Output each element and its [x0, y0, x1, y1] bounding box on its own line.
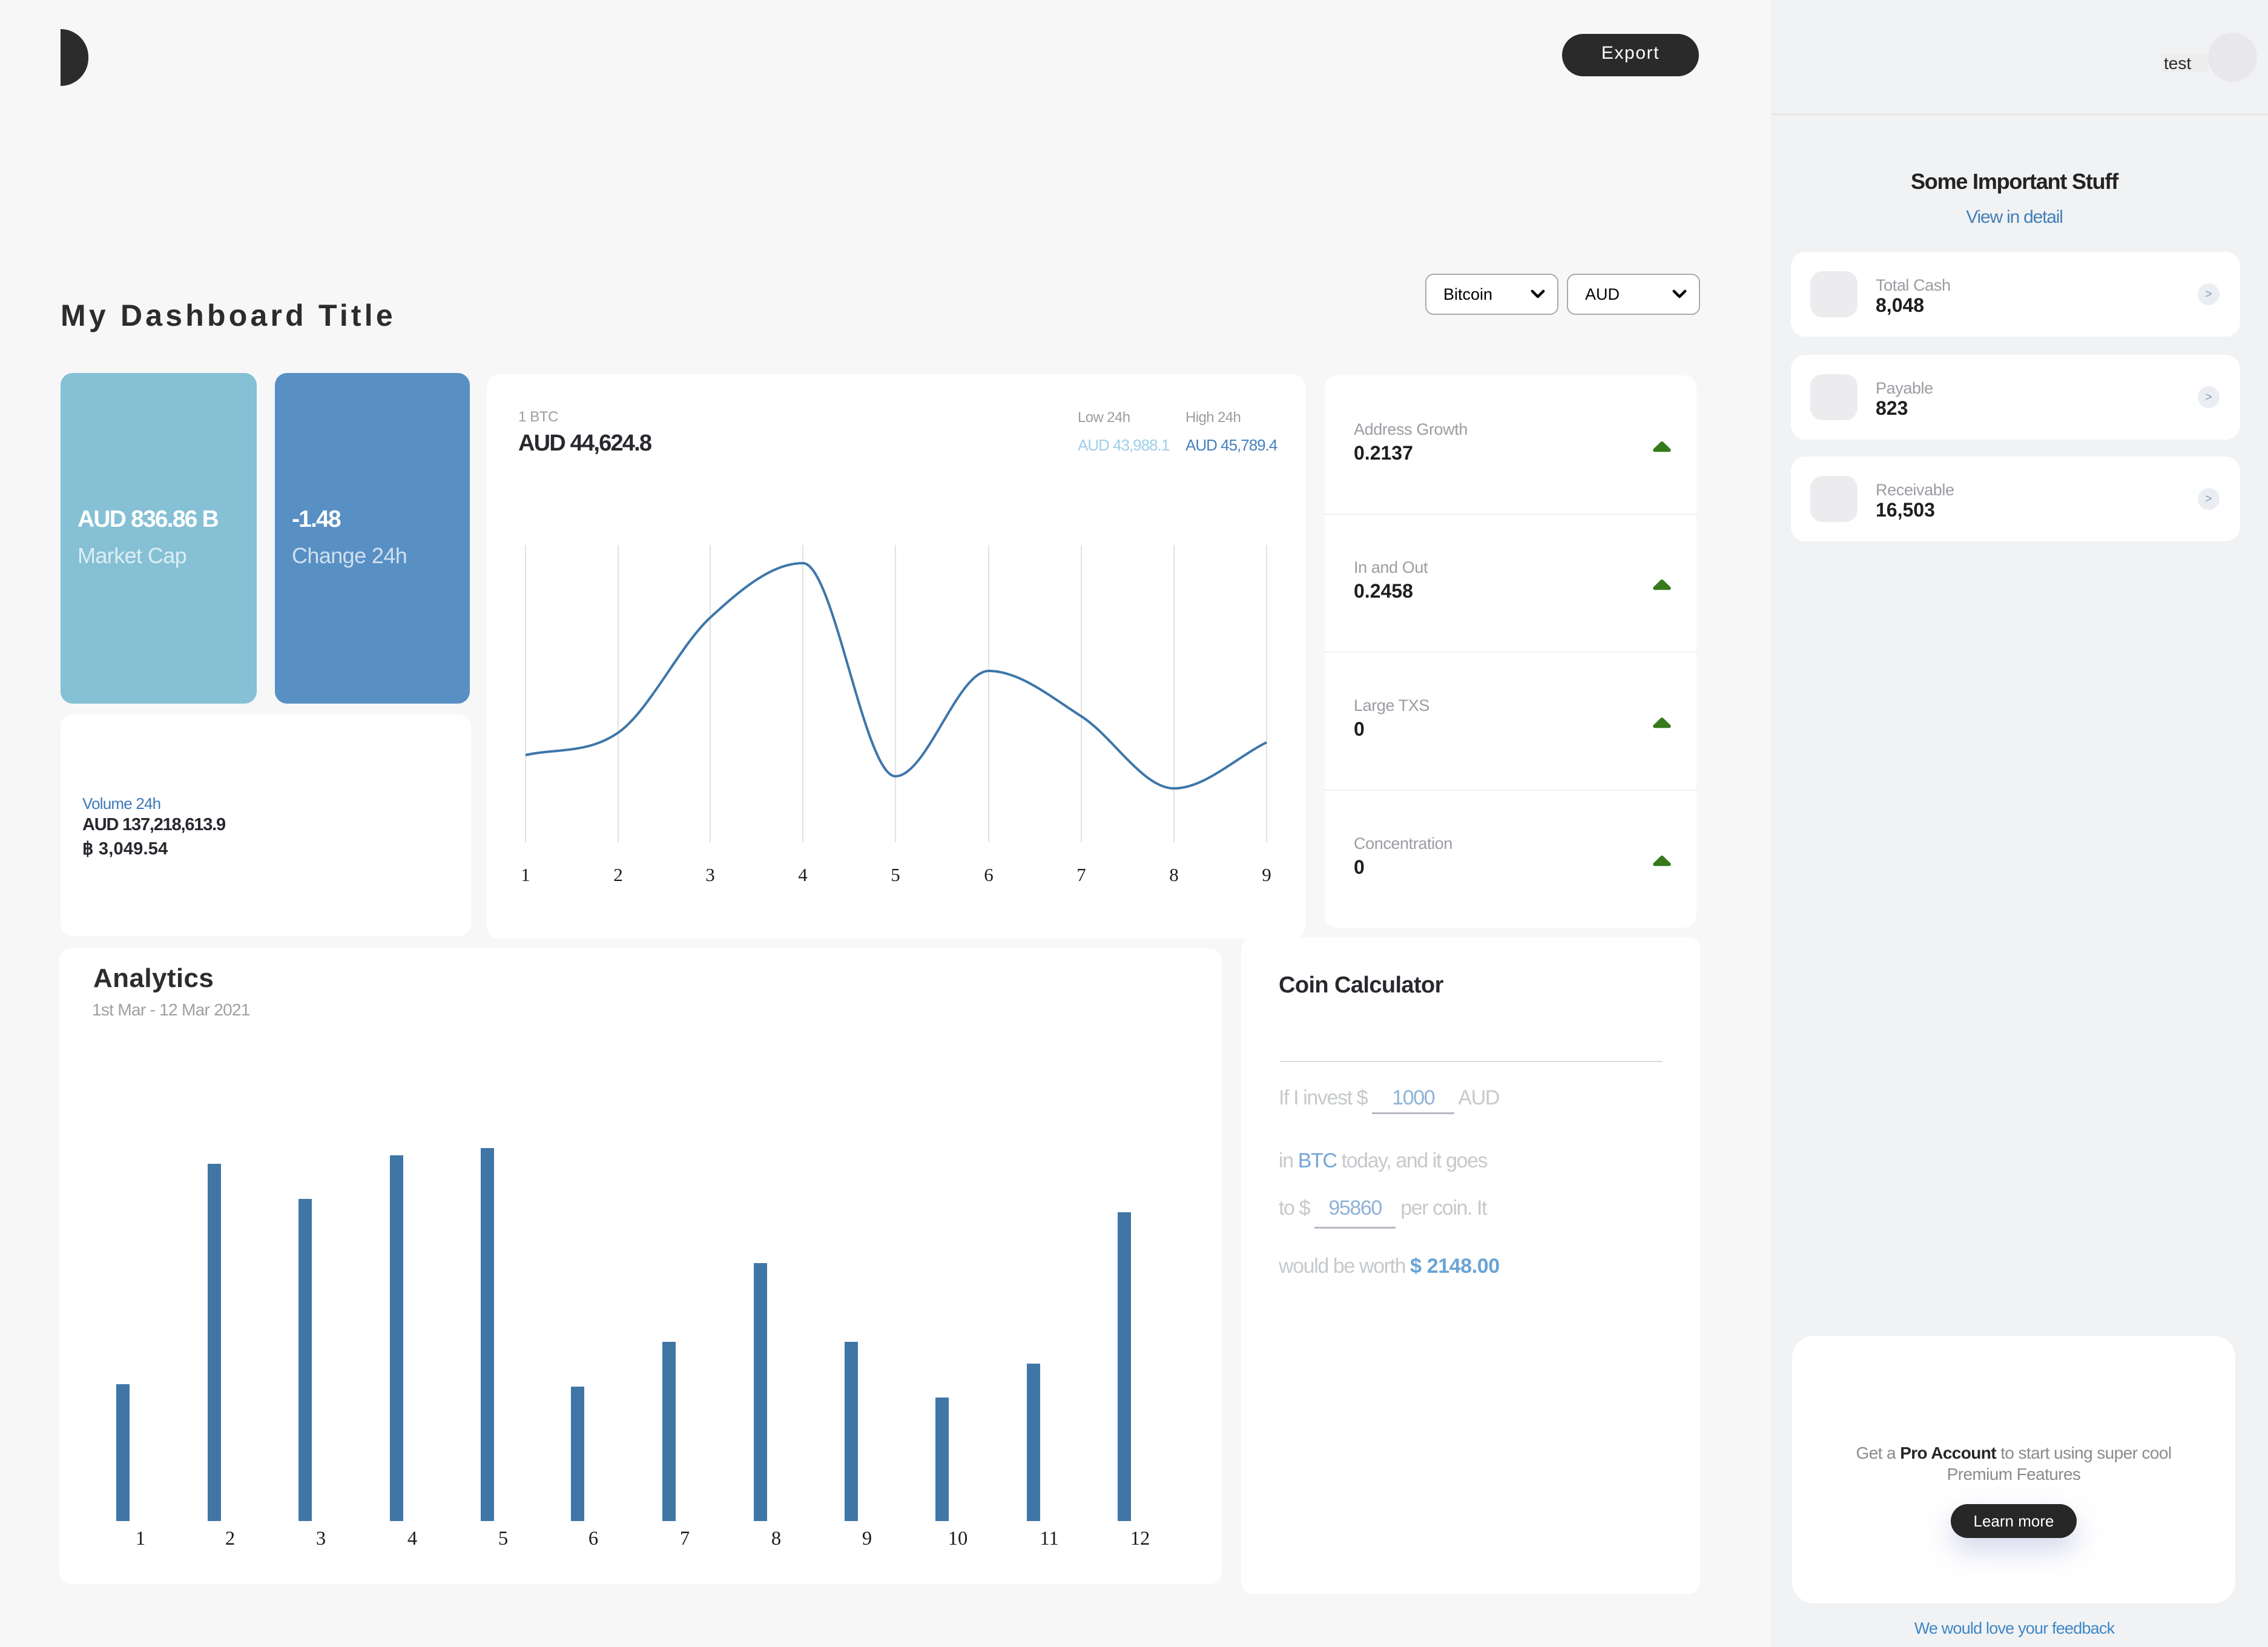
svg-text:3: 3	[705, 864, 715, 885]
svg-text:4: 4	[798, 864, 808, 885]
svg-text:1: 1	[136, 1528, 145, 1550]
svg-text:6: 6	[588, 1528, 598, 1550]
svg-text:5: 5	[498, 1528, 508, 1550]
svg-text:5: 5	[891, 864, 900, 885]
svg-text:9: 9	[862, 1528, 872, 1550]
svg-text:2: 2	[613, 864, 623, 885]
svg-text:3: 3	[316, 1528, 326, 1550]
svg-text:2: 2	[225, 1528, 235, 1550]
svg-text:8: 8	[1169, 864, 1179, 885]
svg-text:6: 6	[984, 864, 994, 885]
svg-text:7: 7	[680, 1528, 690, 1550]
svg-text:9: 9	[1262, 864, 1271, 885]
svg-text:1: 1	[521, 864, 530, 885]
svg-text:11: 11	[1040, 1528, 1058, 1550]
svg-text:12: 12	[1130, 1528, 1150, 1550]
svg-text:4: 4	[407, 1528, 417, 1550]
svg-text:8: 8	[771, 1528, 781, 1550]
svg-text:7: 7	[1076, 864, 1086, 885]
svg-text:10: 10	[948, 1528, 968, 1550]
